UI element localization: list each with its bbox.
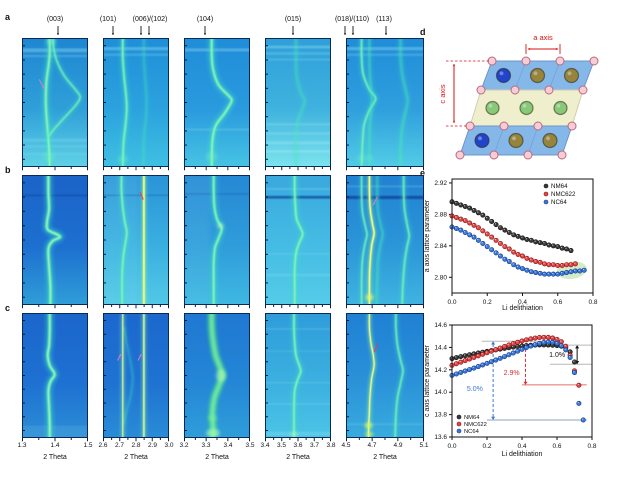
svg-text:a axis: a axis: [533, 33, 553, 42]
two-theta-title: 2 Theta: [373, 454, 397, 461]
two-theta-tick: 3.8: [326, 442, 336, 449]
svg-text:c axis lattice parameter: c axis lattice parameter: [424, 344, 431, 417]
svg-text:0.4: 0.4: [517, 443, 526, 450]
svg-text:2.80: 2.80: [434, 274, 447, 281]
svg-text:0.2: 0.2: [482, 443, 491, 450]
heatmap-panel-a4: [265, 38, 331, 171]
two-theta-tick: 2.8: [131, 442, 141, 449]
heatmap-panel-b1: [22, 175, 88, 309]
heatmap-panel-a2: [103, 38, 169, 171]
svg-text:Li delithiation: Li delithiation: [502, 451, 543, 458]
svg-text:NC64: NC64: [551, 199, 567, 206]
two-theta-tick: 3.0: [164, 442, 174, 449]
heatmap-panel-a3: [184, 38, 250, 171]
two-theta-tick: 3.4: [223, 442, 233, 449]
panel-label-d: d: [420, 27, 426, 37]
panel-label-b: b: [5, 165, 11, 175]
two-theta-tick: 4.7: [367, 442, 377, 449]
two-theta-title: 2 Theta: [124, 454, 148, 461]
two-theta-tick: 3.4: [260, 442, 270, 449]
two-theta-tick: 4.9: [393, 442, 403, 449]
crystal-structure: a axis c axis: [438, 33, 599, 160]
two-theta-title: 2 Theta: [43, 454, 67, 461]
svg-text:0.6: 0.6: [552, 443, 561, 450]
svg-text:2.88: 2.88: [434, 211, 447, 218]
reflection-label: (018)/(110): [334, 16, 370, 23]
svg-text:13.8: 13.8: [434, 412, 447, 419]
panel-label-a: a: [5, 12, 11, 22]
svg-text:Li delithiation: Li delithiation: [502, 305, 543, 312]
two-theta-tick: 3.2: [179, 442, 189, 449]
heatmap-panel-c4: [265, 313, 331, 442]
svg-text:2.9%: 2.9%: [504, 370, 520, 377]
reflection-label: (006)/(102): [132, 16, 168, 23]
heatmap-panel-a1: [22, 38, 88, 171]
svg-text:0.6: 0.6: [553, 299, 562, 306]
two-theta-tick: 3.7: [309, 442, 320, 449]
a-axis-chart: 2.80 2.84 2.88 2.92 0.0 0.2 0.4 0.6 0.8 NM64NMC62…: [424, 178, 598, 312]
svg-text:14.6: 14.6: [434, 322, 447, 329]
svg-text:1.0%: 1.0%: [549, 352, 565, 359]
reflection-arrows: [56, 26, 388, 35]
heatmap-panel-b3: [184, 175, 250, 309]
reflection-label: (113): [376, 16, 392, 23]
two-theta-tick: 1.5: [83, 442, 93, 449]
c-axis-chart: 13.6 13.8 14.0 14.2 14.4 14.6 0.0 0.2 0.4 0.6 0.8 5…: [424, 322, 597, 458]
svg-text:14.0: 14.0: [434, 389, 447, 396]
two-theta-tick: 5.1: [419, 442, 429, 449]
two-theta-tick: 4.5: [341, 442, 351, 449]
two-theta-tick: 3.5: [276, 442, 287, 449]
svg-text:0.0: 0.0: [447, 443, 456, 450]
two-theta-title: 2 Theta: [286, 454, 310, 461]
svg-text:NM64: NM64: [551, 183, 568, 190]
heatmap-panel-c5: [346, 313, 424, 442]
svg-text:2.84: 2.84: [434, 243, 447, 250]
svg-text:0.4: 0.4: [518, 299, 527, 306]
two-theta-tick: 3.6: [293, 442, 303, 449]
heatmap-panel-c2: [103, 313, 169, 442]
heatmap-panel-b4: [265, 175, 331, 309]
two-theta-tick: 2.7: [114, 442, 125, 449]
svg-text:2.92: 2.92: [434, 180, 447, 187]
two-theta-tick: 3.3: [201, 442, 211, 449]
two-theta-title: 2 Theta: [205, 454, 229, 461]
svg-text:13.6: 13.6: [434, 434, 447, 441]
svg-text:c axis: c axis: [438, 84, 447, 103]
two-theta-tick: 2.9: [147, 442, 158, 449]
two-theta-tick: 1.3: [17, 442, 27, 449]
svg-text:5.0%: 5.0%: [467, 386, 483, 393]
reflection-label: (101): [99, 16, 117, 23]
heatmap-panel-b5: [346, 175, 424, 309]
reflection-label: (104): [196, 16, 214, 23]
two-theta-tick: 3.5: [245, 442, 255, 449]
heatmap-panel-b2: [103, 175, 169, 309]
svg-text:NC64: NC64: [464, 429, 480, 435]
svg-text:a axis lattice parameter: a axis lattice parameter: [424, 199, 431, 272]
reflection-label: (015): [284, 16, 302, 23]
heatmap-panel-c3: [184, 313, 250, 442]
reflection-label: (003): [46, 16, 64, 23]
panel-label-c: c: [5, 303, 11, 313]
svg-text:0.8: 0.8: [587, 443, 596, 450]
svg-text:NMC622: NMC622: [551, 191, 576, 198]
heatmap-panel-a5: [346, 38, 424, 171]
svg-text:NMC622: NMC622: [464, 422, 487, 428]
svg-text:0.0: 0.0: [447, 299, 456, 306]
panel-label-e: e: [420, 168, 426, 178]
svg-text:14.4: 14.4: [434, 344, 447, 351]
svg-text:14.2: 14.2: [434, 367, 447, 374]
svg-text:NM64: NM64: [464, 415, 480, 421]
svg-text:0.8: 0.8: [588, 299, 597, 306]
svg-text:0.2: 0.2: [483, 299, 492, 306]
heatmap-panel-c1: [22, 313, 88, 442]
two-theta-tick: 2.6: [98, 442, 108, 449]
two-theta-tick: 1.4: [50, 442, 60, 449]
